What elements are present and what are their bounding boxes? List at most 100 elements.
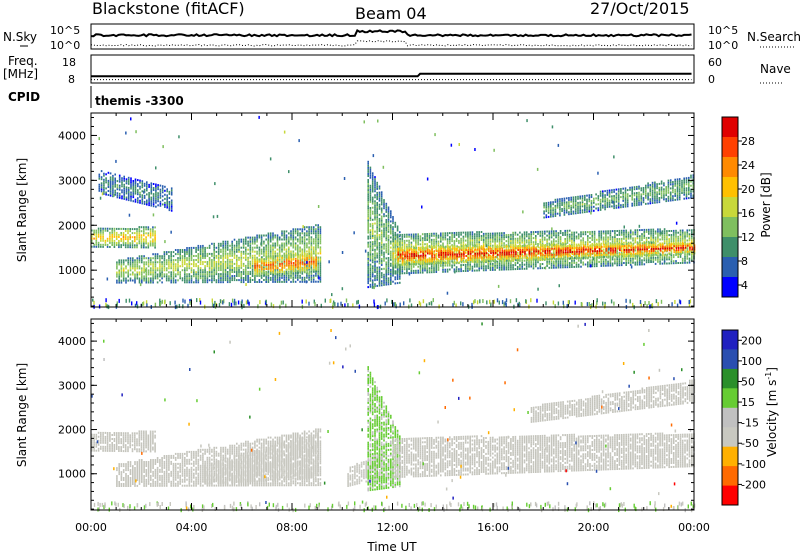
heatmap-cell (681, 251, 684, 254)
heatmap-cell (546, 244, 548, 247)
heatmap-cell (141, 182, 144, 185)
heatmap-cell (106, 239, 109, 242)
heatmap-cell (245, 256, 247, 259)
heatmap-cell (111, 239, 113, 242)
heatmap-cell (383, 233, 385, 236)
heatmap-cell (417, 243, 419, 246)
heatmap-cell (496, 238, 499, 241)
heatmap-cell (620, 233, 623, 236)
heatmap-cell (623, 237, 625, 240)
heatmap-cell (458, 235, 460, 238)
heatmap-cell (166, 206, 168, 209)
heatmap-cell (607, 254, 609, 257)
heatmap-cell (684, 233, 686, 236)
heatmap-cell (571, 255, 573, 258)
heatmap-cell (385, 265, 388, 268)
heatmap-cell (143, 240, 145, 243)
heatmap-cell (139, 179, 141, 182)
heatmap-cell (310, 246, 313, 249)
heatmap-cell (555, 264, 557, 267)
heatmap-cell (589, 259, 591, 262)
heatmap-cell (204, 257, 206, 259)
heatmap-cell (270, 263, 272, 266)
heatmap-cell (121, 185, 123, 188)
heatmap-cell (306, 272, 308, 275)
heatmap-cell (290, 232, 292, 235)
heatmap-cell (636, 241, 639, 244)
heatmap-cell (369, 198, 372, 201)
heatmap-cell (478, 233, 480, 236)
heatmap-cell (648, 236, 650, 239)
heatmap-cell (677, 231, 679, 234)
heatmap-cell (444, 238, 447, 241)
heatmap-cell (666, 236, 668, 239)
heatmap-cell (134, 277, 136, 280)
heatmap-cell (598, 260, 600, 263)
heatmap-cell (113, 246, 116, 248)
heatmap-cell (387, 251, 390, 253)
heatmap-cell (451, 264, 453, 267)
heatmap-cell (179, 255, 181, 258)
heatmap-cell (319, 274, 322, 277)
heatmap-cell (120, 279, 123, 282)
heatmap-cell (469, 239, 471, 242)
heatmap-cell (503, 266, 505, 269)
heatmap-cell (308, 254, 311, 257)
heatmap-cell (417, 262, 420, 265)
heatmap-cell (380, 241, 383, 244)
heatmap-cell (390, 256, 392, 259)
heatmap-cell (240, 254, 243, 257)
heatmap-cell (129, 230, 131, 233)
heatmap-cell (136, 263, 139, 266)
heatmap-cell (507, 262, 510, 265)
heatmap-cell (274, 280, 276, 283)
heatmap-cell (208, 263, 211, 265)
heatmap-cell (374, 275, 376, 278)
heatmap-cell (451, 260, 453, 263)
heatmap-cell (501, 266, 503, 269)
heatmap-cell (482, 245, 485, 247)
heatmap-cell (369, 225, 372, 228)
heatmap-cell (170, 271, 172, 274)
heatmap-cell (129, 265, 132, 268)
heatmap-cell (222, 256, 224, 259)
heatmap-cell (170, 253, 172, 256)
heatmap-cell (380, 249, 383, 252)
heatmap-cell (166, 190, 168, 193)
heatmap-cell (663, 234, 666, 237)
heatmap-cell (269, 250, 272, 253)
heatmap-cell (301, 263, 304, 266)
heatmap-cell (152, 240, 154, 243)
heatmap-cell (623, 243, 625, 246)
heatmap-cell (137, 189, 139, 192)
heatmap-cell (415, 237, 417, 240)
heatmap-cell (679, 235, 682, 238)
heatmap-cell (634, 231, 637, 234)
heatmap-cell (245, 264, 247, 267)
heatmap-cell (675, 235, 677, 238)
heatmap-cell (281, 248, 283, 251)
heatmap-cell (202, 275, 204, 278)
heatmap-cell (568, 235, 571, 238)
heatmap-cell (464, 239, 467, 242)
heatmap-cell (371, 265, 374, 268)
heatmap-cell (211, 261, 213, 263)
heatmap-cell (233, 277, 236, 280)
heatmap-cell (138, 230, 141, 233)
heatmap-cell (123, 195, 125, 198)
heatmap-cell (410, 241, 413, 244)
heatmap-cell (269, 276, 272, 279)
heatmap-cell (367, 201, 369, 204)
heatmap-cell (512, 243, 514, 246)
heatmap-cell (376, 220, 378, 223)
heatmap-cell (550, 230, 553, 233)
heatmap-cell (421, 237, 424, 240)
heatmap-cell (566, 266, 569, 269)
heatmap-cell (367, 223, 369, 226)
heatmap-cell (217, 281, 220, 284)
heatmap-cell (213, 269, 215, 272)
heatmap-cell (306, 230, 308, 233)
heatmap-cell (199, 253, 202, 255)
heatmap-cell (390, 212, 392, 215)
heatmap-cell (222, 279, 224, 282)
